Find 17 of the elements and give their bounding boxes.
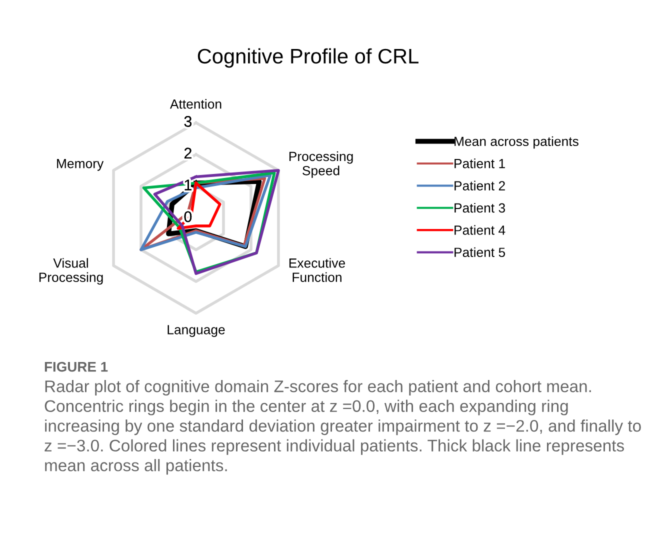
spoke-label: Processing Speed: [289, 151, 353, 178]
chart-title: Cognitive Profile of CRL: [198, 48, 418, 68]
spoke-label: Memory: [57, 159, 104, 171]
text: Radar plot of cognitive domain Z-scores for each patient and cohort mean. Concentric rings begin in the center at z =0.0, with each expanding ring increasing by one standard deviation greater impairment to z =−2.0, and finally to z =−3.0. Colored lines represent individual patients. Thick black line represents mean across all patients.: [44, 380, 641, 475]
legend-label: Patient 2: [454, 180, 505, 190]
caption: FIGURE 1: [44, 362, 108, 372]
spoke-label: Attention: [170, 99, 222, 109]
spoke-label: Executive Function: [289, 258, 345, 282]
y-tick-label: 3: [184, 116, 192, 127]
legend-label: Mean across patients: [454, 136, 578, 149]
spoke-label: Language: [168, 325, 225, 337]
y-tick-label: 2: [184, 148, 192, 158]
legend-label: Patient 5: [454, 247, 506, 258]
spoke-label: Visual Processing: [39, 258, 103, 285]
legend-label: Patient 1: [454, 158, 505, 168]
legend-label: Patient 4: [454, 225, 506, 235]
legend-label: Patient 3: [454, 202, 505, 213]
